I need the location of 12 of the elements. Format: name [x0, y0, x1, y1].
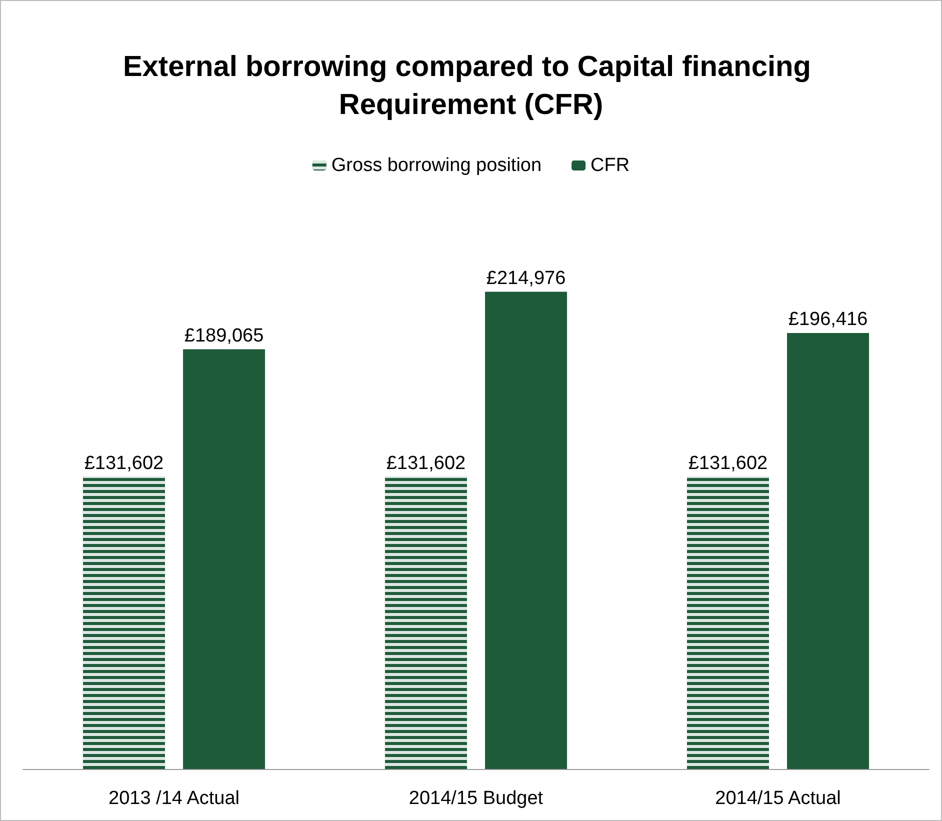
data-label: £214,976: [486, 268, 566, 289]
data-label: £131,602: [688, 452, 768, 474]
data-label: £189,065: [184, 325, 264, 346]
chart-title: External borrowing compared to Capital financing Requirement (CFR): [122, 51, 820, 121]
data-label: £131,602: [84, 452, 164, 474]
legend-label: CFR: [590, 155, 630, 176]
data-label: £196,416: [788, 308, 868, 330]
x-tick-label: 2014/15 Budget: [408, 788, 544, 809]
x-tick-label: 2014/15 Actual: [715, 788, 841, 809]
legend-label: Gross borrowing position: [331, 155, 542, 176]
x-tick-label: 2013 /14 Actual: [108, 788, 240, 809]
data-label: £131,602: [386, 452, 466, 474]
